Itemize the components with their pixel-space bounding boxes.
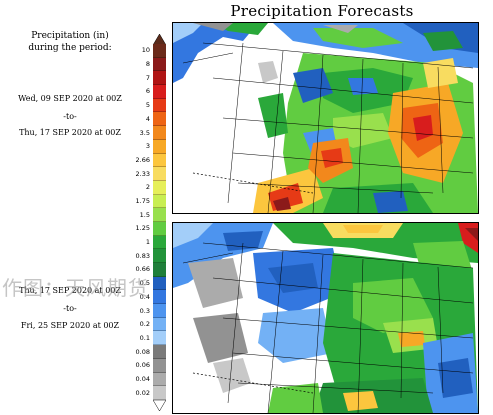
legend-label: 0.66	[135, 265, 150, 274]
legend-swatch	[153, 304, 166, 318]
legend-swatch	[153, 208, 166, 222]
legend-label: 7	[145, 73, 150, 82]
forecast-map-week2	[172, 222, 479, 414]
period2-start: Thu, 17 SEP 2020 at 00Z	[19, 286, 121, 295]
legend-label: 2.66	[135, 155, 150, 164]
legend-swatch	[153, 372, 166, 387]
forecast-map-week1	[172, 22, 479, 214]
legend-swatch	[153, 126, 166, 140]
legend-bottom-arrow	[153, 400, 166, 411]
page-title: Precipitation Forecasts	[230, 2, 414, 20]
legend-label: 4	[145, 114, 150, 123]
color-legend: 10 8 7 6 5 4 3.5 3 2.66 2.33 2 1.75 1.5 1.25 1 0.83 0.66…	[136, 34, 172, 411]
legend-swatch	[153, 139, 166, 154]
legend-swatch	[153, 85, 166, 99]
legend-color-bar	[153, 44, 166, 400]
legend-swatch	[153, 221, 166, 236]
legend-label: 0.83	[135, 251, 150, 260]
legend-swatch	[153, 263, 166, 277]
legend-label: 3.5	[139, 128, 150, 137]
period1-end: Thu, 17 SEP 2020 at 00Z	[19, 128, 121, 137]
map-week1-image	[173, 23, 478, 213]
legend-swatch	[153, 167, 166, 181]
legend-label: 6	[145, 87, 150, 96]
legend-swatch	[153, 235, 166, 250]
legend-swatch	[153, 386, 166, 400]
header-line-1: Precipitation (in)	[31, 31, 109, 41]
legend-label: 0.06	[135, 361, 150, 370]
legend-swatch	[153, 290, 166, 305]
legend-label: 2.33	[135, 169, 150, 178]
period1-sep: -to-	[63, 112, 77, 121]
header-line-2: during the period:	[28, 43, 112, 53]
legend-swatch	[153, 358, 166, 373]
legend-swatch	[153, 345, 166, 359]
legend-label: 5	[145, 101, 150, 110]
legend-label: 8	[145, 60, 150, 69]
map-week2-image	[173, 223, 478, 413]
legend-label: 1	[145, 238, 150, 247]
legend-swatch	[153, 194, 166, 209]
legend-label: 0.04	[135, 374, 150, 383]
legend-swatch	[153, 249, 166, 263]
legend-swatch	[153, 317, 166, 332]
period2-end: Fri, 25 SEP 2020 at 00Z	[20, 321, 120, 330]
legend-label: 3	[145, 142, 150, 151]
legend-swatch	[153, 71, 166, 86]
legend-label: 1.75	[135, 196, 150, 205]
legend-swatch	[153, 112, 166, 127]
legend-swatch	[153, 44, 166, 58]
period2-sep: -to-	[63, 304, 77, 313]
legend-label: 1.25	[135, 224, 150, 233]
legend-label: 0.2	[139, 320, 150, 329]
legend-swatch	[153, 276, 166, 291]
legend-swatch	[153, 153, 166, 168]
legend-label: 0.5	[139, 279, 150, 288]
legend-label: 0.3	[139, 306, 150, 315]
legend-label: 0.4	[139, 292, 150, 301]
period1-start: Wed, 09 SEP 2020 at 00Z	[18, 94, 122, 103]
legend-swatch	[153, 180, 166, 195]
legend-label: 0.08	[135, 347, 150, 356]
legend-label: 2	[145, 183, 150, 192]
legend-label: 10	[141, 46, 150, 55]
legend-swatch	[153, 331, 166, 346]
legend-swatch	[153, 98, 166, 113]
legend-swatch	[153, 57, 166, 72]
legend-label: 0.02	[135, 388, 150, 397]
legend-top-arrow	[153, 34, 166, 45]
legend-label: 0.1	[139, 333, 150, 342]
legend-header: Precipitation (in) during the period:	[0, 30, 140, 54]
legend-label: 1.5	[139, 210, 150, 219]
